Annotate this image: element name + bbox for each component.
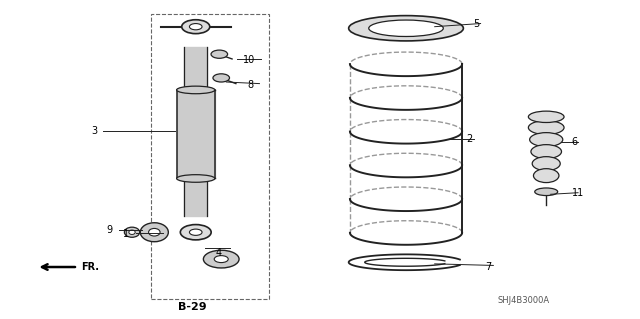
Ellipse shape (534, 169, 559, 182)
Ellipse shape (148, 228, 160, 236)
Ellipse shape (529, 121, 564, 135)
Text: 2: 2 (467, 134, 473, 144)
Text: 11: 11 (572, 188, 584, 198)
Ellipse shape (180, 225, 211, 240)
Ellipse shape (369, 20, 444, 36)
Text: 10: 10 (243, 55, 255, 65)
Ellipse shape (531, 145, 561, 159)
Ellipse shape (177, 175, 215, 182)
Ellipse shape (177, 86, 215, 94)
Text: 4: 4 (215, 248, 221, 258)
Text: 3: 3 (91, 126, 97, 136)
Text: 6: 6 (572, 137, 578, 147)
Ellipse shape (214, 256, 228, 263)
Ellipse shape (204, 250, 239, 268)
Ellipse shape (211, 50, 228, 58)
Ellipse shape (124, 227, 140, 237)
Ellipse shape (189, 24, 202, 30)
Ellipse shape (532, 157, 560, 171)
Text: 1: 1 (123, 229, 129, 239)
Text: 5: 5 (473, 19, 479, 28)
Ellipse shape (129, 230, 135, 234)
Bar (151, 14, 269, 299)
Text: SHJ4B3000A: SHJ4B3000A (498, 296, 550, 305)
Ellipse shape (213, 74, 230, 82)
Text: B-29: B-29 (178, 302, 207, 312)
Ellipse shape (140, 223, 168, 242)
Text: 8: 8 (247, 80, 253, 90)
Ellipse shape (349, 16, 463, 41)
Ellipse shape (535, 188, 557, 196)
Text: 7: 7 (486, 262, 492, 272)
Ellipse shape (182, 20, 210, 33)
Text: 9: 9 (107, 225, 113, 235)
Ellipse shape (189, 229, 202, 235)
Text: FR.: FR. (81, 262, 99, 272)
Ellipse shape (529, 111, 564, 122)
Ellipse shape (530, 133, 563, 146)
